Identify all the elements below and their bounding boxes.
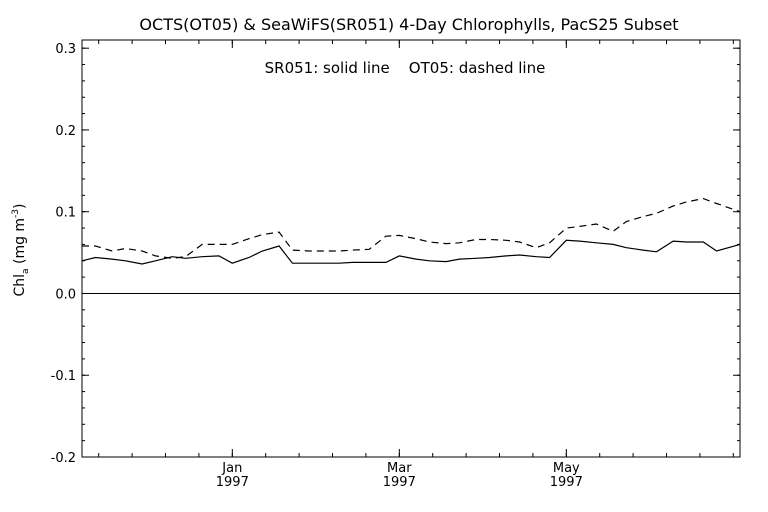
y-axis-label-subscript: a xyxy=(21,268,31,274)
y-tick-label: -0.1 xyxy=(51,369,76,384)
y-tick-label: 0.0 xyxy=(55,287,76,302)
x-tick-label-year: 1997 xyxy=(383,475,416,490)
y-tick-label: -0.2 xyxy=(51,451,76,466)
x-tick-label-year: 1997 xyxy=(216,475,249,490)
y-tick-label: 0.3 xyxy=(55,42,76,57)
series-line-ot05 xyxy=(82,197,741,259)
chart-title: OCTS(OT05) & SeaWiFS(SR051) 4-Day Chloro… xyxy=(139,15,678,34)
y-axis-label-main: Chl xyxy=(12,274,28,297)
series-annotation: SR051: solid line OT05: dashed line xyxy=(265,59,546,77)
series-line-sr051 xyxy=(81,239,741,265)
x-tick-label-month: Jan xyxy=(221,461,242,476)
plot-frame xyxy=(81,39,741,458)
y-axis-label: Chla (mg m-3) xyxy=(11,203,31,296)
x-tick-label-month: May xyxy=(553,461,580,476)
y-tick-label: 0.1 xyxy=(55,206,76,221)
y-axis: -0.2 -0.1 0.0 0.1 0.2 0.3 xyxy=(51,42,740,466)
x-tick-label-year: 1997 xyxy=(550,475,583,490)
y-axis-label-superscript: -3 xyxy=(11,209,21,218)
series-group xyxy=(81,197,741,265)
y-axis-label-close: ) xyxy=(12,203,28,208)
x-tick-label-month: Mar xyxy=(387,461,412,476)
y-tick-label: 0.2 xyxy=(55,124,76,139)
y-axis-label-units: (mg m xyxy=(12,218,28,269)
